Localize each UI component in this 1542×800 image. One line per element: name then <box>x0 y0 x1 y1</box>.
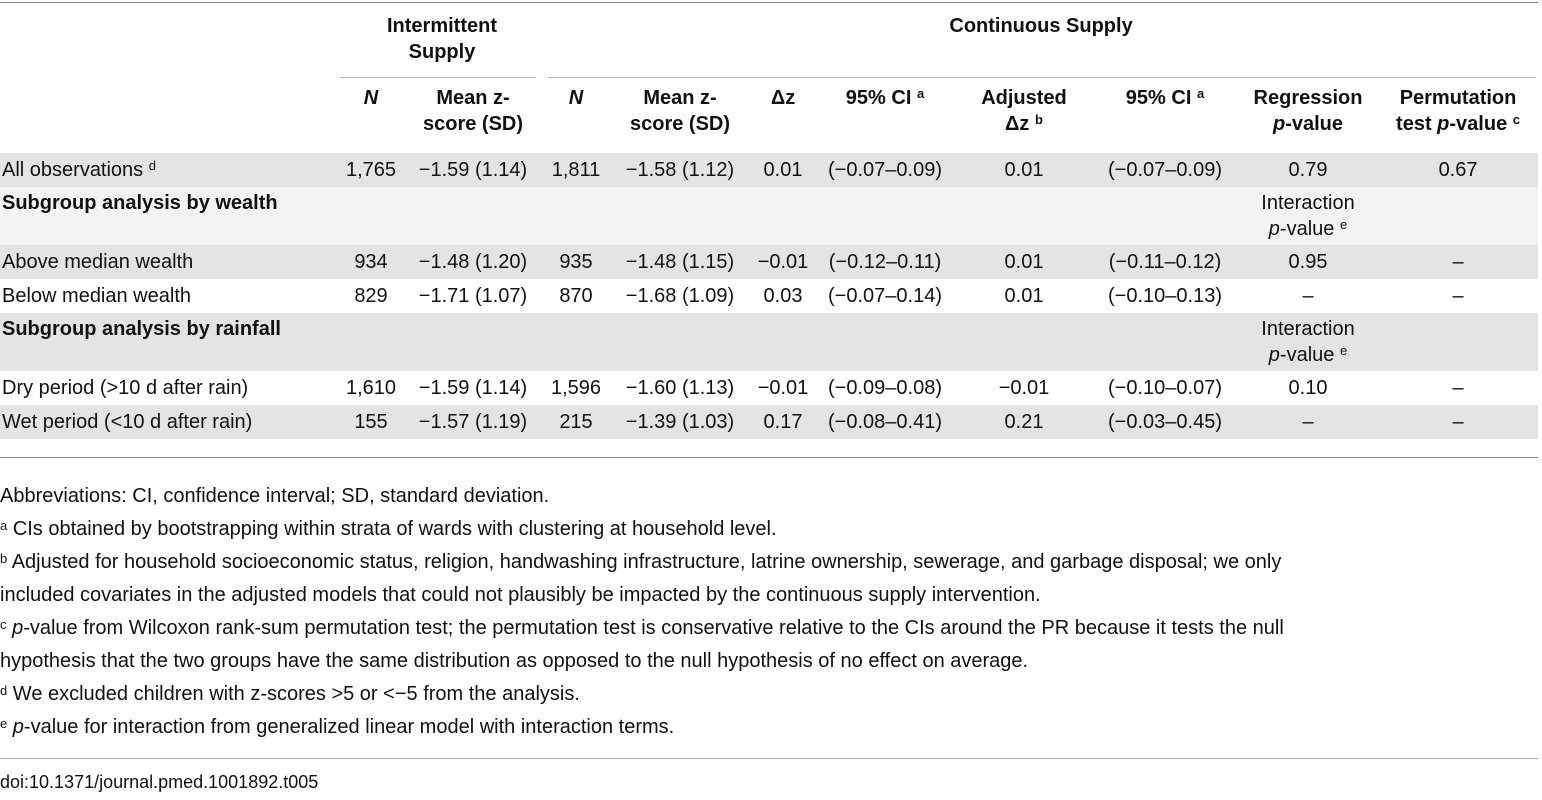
col-mean-continuous: Mean z-score (SD) <box>629 87 731 135</box>
table-row: Dry period (>10 d after rain) 1,610 −1.5… <box>2 377 1464 399</box>
col-permutation-p: Permutation test p-value c <box>1396 87 1520 135</box>
table-row: Wet period (<10 d after rain) 155 −1.57 … <box>0 405 1539 439</box>
footnote-a: a CIs obtained by bootstrapping within s… <box>0 518 777 540</box>
footnote-b: b Adjusted for household socioeconomic s… <box>0 551 1282 573</box>
group-continuous: Continuous Supply <box>949 15 1133 37</box>
intermittent-underline <box>340 77 536 78</box>
col-n-intermittent: N <box>363 87 379 109</box>
doi-link[interactable]: doi:10.1371/journal.pmed.1001892.t005 <box>0 772 319 792</box>
footnote-abbreviations: Abbreviations: CI, confidence interval; … <box>0 485 550 507</box>
doi-rule <box>0 758 1538 759</box>
results-table: Intermittent Supply Continuous Supply N … <box>0 3 1539 439</box>
interaction-p-label: Interaction p-value e <box>1238 187 1378 245</box>
group-intermittent: Intermittent Supply <box>387 15 497 63</box>
subgroup-header-row: Subgroup analysis by wealth Interaction p… <box>0 187 1539 245</box>
table-bottom-rule <box>0 457 1538 458</box>
table-row: Below median wealth 829 −1.71 (1.07) 870… <box>2 285 1464 307</box>
footnote-d: d We excluded children with z-scores >5 … <box>0 683 580 705</box>
table-top-rule <box>0 2 1538 3</box>
col-ci: 95% CI a <box>845 86 925 109</box>
col-delta-z: Δz <box>770 87 796 109</box>
continuous-underline <box>548 77 1536 78</box>
footnote-b-cont: included covariates in the adjusted mode… <box>0 584 1041 606</box>
col-regression-p: Regression p-value <box>1253 87 1363 135</box>
footnote-c: c p-value from Wilcoxon rank-sum permuta… <box>0 617 1284 639</box>
table-footnotes: Abbreviations: CI, confidence interval; … <box>0 480 1538 744</box>
header-column-row: N Mean z-score (SD) N Mean z-score (SD) … <box>0 75 1538 153</box>
table-row: Above median wealth 934 −1.48 (1.20) 935… <box>0 245 1539 279</box>
col-n-continuous: N <box>568 87 584 109</box>
footnote-c-cont: hypothesis that the two groups have the … <box>0 650 1029 672</box>
col-adjusted-dz: Adjusted Δz b <box>981 87 1067 135</box>
col-mean-intermittent: Mean z-score (SD) <box>422 87 524 135</box>
col-ci-adjusted: 95% CI a <box>1125 86 1205 109</box>
header-group-row: Intermittent Supply Continuous Supply <box>0 3 1538 75</box>
footnote-e: e p-value for interaction from generaliz… <box>0 716 675 738</box>
subgroup-header-row: Subgroup analysis by rainfall Interactio… <box>0 313 1539 371</box>
table-row: All observations d 1,765 −1.59 (1.14) 1,… <box>0 153 1539 187</box>
interaction-p-label: Interaction p-value e <box>1238 313 1378 371</box>
